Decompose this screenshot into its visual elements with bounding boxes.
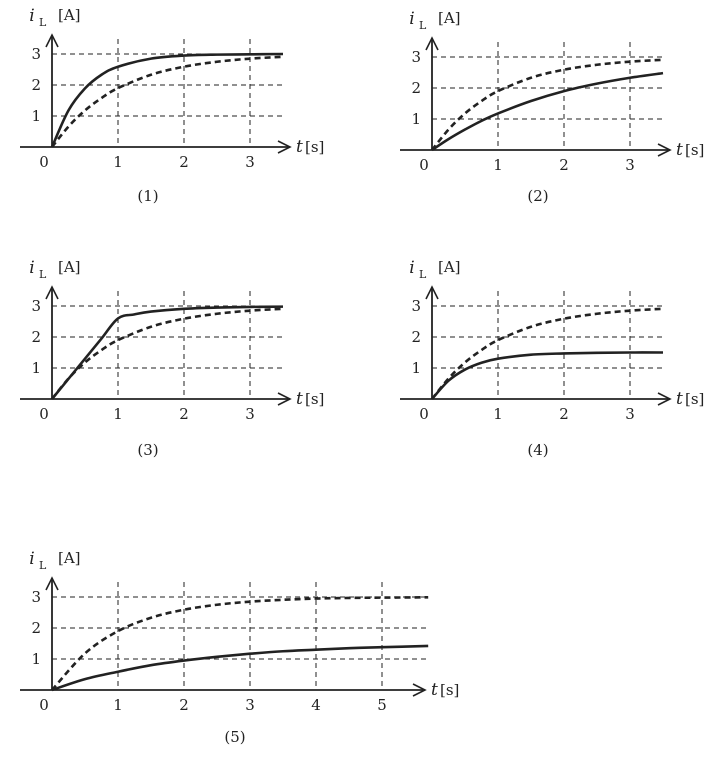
x-tick-label: 1 bbox=[113, 153, 123, 171]
y-axis-label-symbol: i bbox=[29, 258, 34, 278]
x-axis-label-unit: [s] bbox=[440, 681, 459, 699]
y-tick-label: 3 bbox=[31, 588, 41, 606]
y-axis-label-subscript: L bbox=[419, 268, 427, 281]
y-axis-label-symbol: i bbox=[29, 549, 34, 569]
y-axis-label-subscript: L bbox=[39, 16, 47, 29]
y-axis-label-subscript: L bbox=[419, 19, 427, 32]
x-tick-label: 1 bbox=[493, 405, 503, 423]
series-line-dashed bbox=[430, 58, 664, 151]
y-tick-label: 1 bbox=[411, 359, 421, 377]
x-tick-label: 3 bbox=[245, 696, 255, 714]
x-tick-label: 1 bbox=[113, 405, 123, 423]
y-tick-label: 2 bbox=[411, 79, 421, 97]
x-axis-label-symbol: t bbox=[676, 389, 683, 409]
x-tick-label: 1 bbox=[493, 156, 503, 174]
y-axis-label-unit: [A] bbox=[438, 258, 461, 276]
y-axis-arrow-icon bbox=[45, 576, 59, 591]
x-axis-arrow-icon bbox=[412, 683, 427, 697]
y-axis-label-subscript: L bbox=[39, 559, 47, 572]
series-line-solid bbox=[431, 71, 664, 152]
x-axis-label-unit: [s] bbox=[305, 138, 324, 156]
x-axis-label-unit: [s] bbox=[685, 141, 704, 159]
series-line-solid bbox=[50, 52, 284, 148]
y-axis-label-symbol: i bbox=[409, 9, 414, 29]
x-axis-arrow-icon bbox=[657, 392, 672, 406]
panel-label: (1) bbox=[137, 187, 158, 205]
y-tick-label: 1 bbox=[31, 107, 41, 125]
origin-label: 0 bbox=[419, 156, 429, 174]
x-axis-arrow-icon bbox=[277, 392, 292, 406]
origin-label: 0 bbox=[39, 153, 49, 171]
y-axis-label-unit: [A] bbox=[58, 258, 81, 276]
series-line-solid bbox=[431, 351, 664, 400]
chart-panel-3: 1 2 3 1 2 3 0 i L [A] t [s] (3) bbox=[20, 258, 324, 459]
series-line-solid bbox=[51, 644, 429, 692]
y-axis-arrow-icon bbox=[45, 33, 59, 48]
x-axis-label-symbol: t bbox=[296, 137, 303, 157]
y-axis-label-symbol: i bbox=[29, 6, 34, 26]
y-tick-label: 2 bbox=[411, 328, 421, 346]
y-axis-arrow-icon bbox=[425, 36, 439, 51]
x-axis-label-unit: [s] bbox=[305, 390, 324, 408]
y-tick-label: 3 bbox=[411, 48, 421, 66]
y-tick-label: 3 bbox=[411, 297, 421, 315]
series-line-solid bbox=[50, 305, 284, 400]
chart-panel-1: 1 2 3 1 2 3 0 i L [A] t [s] (1) bbox=[20, 6, 324, 205]
y-axis-label-unit: [A] bbox=[438, 9, 461, 27]
panel-label: (5) bbox=[224, 728, 245, 746]
x-tick-label: 2 bbox=[559, 156, 569, 174]
x-tick-label: 2 bbox=[179, 696, 189, 714]
series-line-dashed bbox=[50, 55, 284, 148]
x-tick-label: 3 bbox=[245, 153, 255, 171]
x-axis-arrow-icon bbox=[657, 143, 672, 157]
x-tick-label: 2 bbox=[179, 153, 189, 171]
origin-label: 0 bbox=[419, 405, 429, 423]
x-tick-label: 3 bbox=[625, 405, 635, 423]
x-tick-label: 3 bbox=[625, 156, 635, 174]
y-axis-arrow-icon bbox=[425, 285, 439, 300]
x-tick-label: 5 bbox=[377, 696, 387, 714]
y-axis-label-subscript: L bbox=[39, 268, 47, 281]
y-tick-label: 2 bbox=[31, 619, 41, 637]
y-tick-label: 2 bbox=[31, 328, 41, 346]
chart-panel-4: 1 2 3 1 2 3 0 i L [A] t [s] (4) bbox=[400, 258, 704, 459]
y-tick-label: 3 bbox=[31, 297, 41, 315]
x-axis-label-symbol: t bbox=[296, 389, 303, 409]
x-tick-label: 3 bbox=[245, 405, 255, 423]
panel-label: (2) bbox=[527, 187, 548, 205]
panel-label: (4) bbox=[527, 441, 548, 459]
x-axis-label-symbol: t bbox=[676, 140, 683, 160]
x-axis-label-unit: [s] bbox=[685, 390, 704, 408]
y-axis-label-unit: [A] bbox=[58, 549, 81, 567]
y-tick-label: 3 bbox=[31, 45, 41, 63]
panel-label: (3) bbox=[137, 441, 158, 459]
x-tick-label: 4 bbox=[311, 696, 321, 714]
chart-panel-5: 1 2 3 4 5 1 2 3 0 i L [A] t [s] (5) bbox=[20, 549, 459, 746]
y-axis-label-symbol: i bbox=[409, 258, 414, 278]
y-tick-label: 2 bbox=[31, 76, 41, 94]
x-tick-label: 1 bbox=[113, 696, 123, 714]
y-axis-arrow-icon bbox=[45, 285, 59, 300]
chart-panel-2: 1 2 3 1 2 3 0 i L [A] t [s] (2) bbox=[400, 9, 704, 205]
x-tick-label: 2 bbox=[179, 405, 189, 423]
y-tick-label: 1 bbox=[31, 359, 41, 377]
series-line-dashed bbox=[50, 307, 284, 400]
x-tick-label: 2 bbox=[559, 405, 569, 423]
origin-label: 0 bbox=[39, 405, 49, 423]
y-axis-label-unit: [A] bbox=[58, 6, 81, 24]
x-axis-label-symbol: t bbox=[431, 680, 438, 700]
origin-label: 0 bbox=[39, 696, 49, 714]
series-line-dashed bbox=[51, 596, 429, 691]
y-tick-label: 1 bbox=[411, 110, 421, 128]
y-tick-label: 1 bbox=[31, 650, 41, 668]
x-axis-arrow-icon bbox=[277, 140, 292, 154]
